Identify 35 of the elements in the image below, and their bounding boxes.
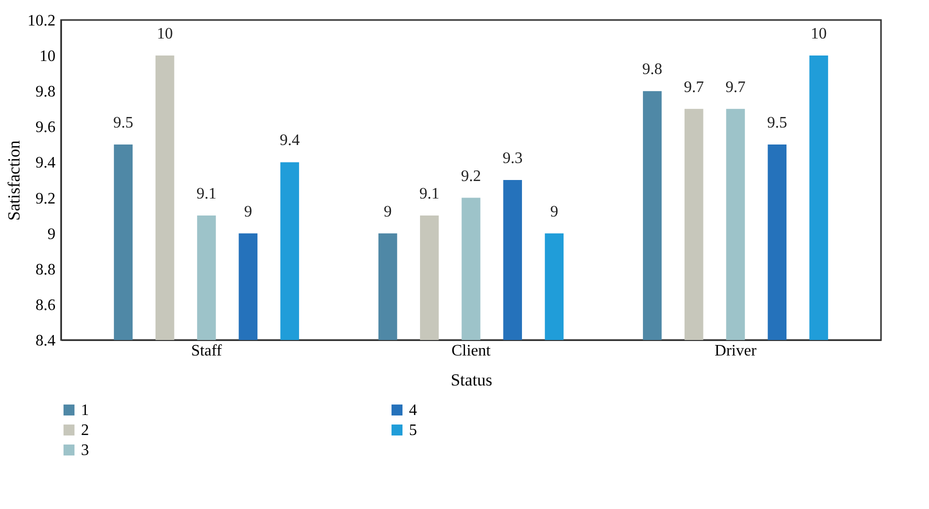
- text: 9.5: [767, 114, 788, 132]
- text: 10: [156, 26, 173, 43]
- text: 9.5: [113, 114, 134, 132]
- text: 10: [810, 26, 827, 43]
- x-axis-title: Status: [450, 370, 492, 390]
- legend-label: 3: [81, 442, 89, 459]
- y-tick-label: 10: [40, 48, 56, 66]
- y-tick-label: 9.6: [36, 119, 56, 136]
- y-tick-label: 9.8: [36, 84, 56, 101]
- text: 9: [244, 203, 252, 220]
- y-tick-label: 8.6: [36, 296, 56, 314]
- text: 9.4: [280, 132, 300, 150]
- y-tick-label: 9.2: [36, 190, 56, 208]
- y-tick-label: 9: [48, 226, 56, 243]
- text: 9.7: [684, 78, 704, 96]
- y-tick-label: 8.8: [36, 261, 56, 278]
- text: 9.1: [196, 186, 216, 203]
- text: 9.7: [726, 78, 746, 96]
- legend-label: 5: [409, 422, 417, 439]
- x-tick-label: Client: [451, 342, 492, 360]
- text: 9.2: [461, 168, 481, 185]
- y-axis-title: Satisfaction: [4, 140, 24, 221]
- x-tick-label: Driver: [714, 342, 758, 360]
- legend-label: 4: [409, 402, 417, 419]
- y-tick-label: 10.2: [28, 12, 56, 30]
- legend-label: 2: [81, 422, 89, 439]
- text: 9.8: [642, 61, 662, 78]
- text: 9: [550, 203, 558, 220]
- legend-label: 1: [81, 402, 89, 419]
- text: 9: [384, 203, 392, 220]
- y-tick-label: 9.4: [36, 154, 56, 172]
- text: 9.1: [419, 186, 440, 203]
- text: 9.3: [502, 150, 523, 167]
- y-tick-label: 8.4: [36, 332, 56, 350]
- x-tick-label: Staff: [191, 342, 223, 360]
